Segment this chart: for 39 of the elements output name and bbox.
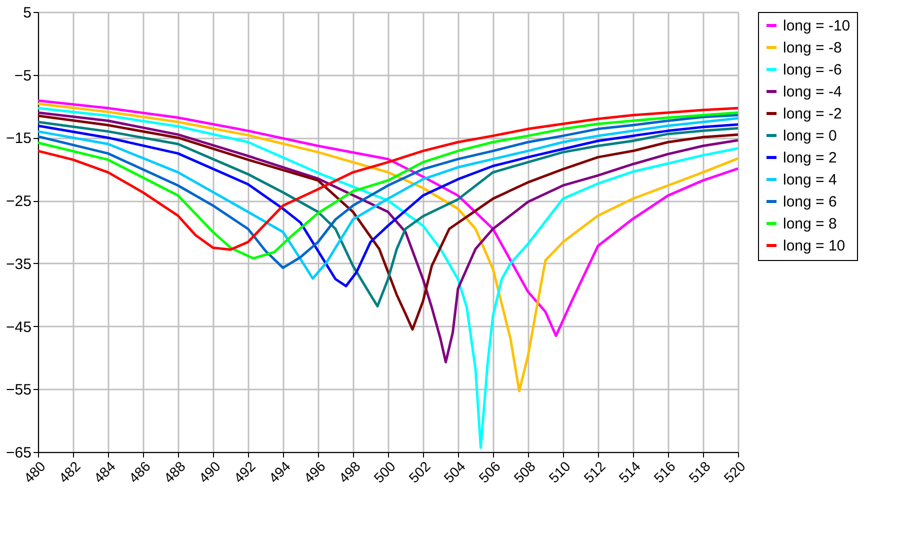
legend-label: long = -4 xyxy=(783,84,842,100)
line-series xyxy=(36,106,740,449)
y-tick-label: 5 xyxy=(23,4,32,22)
legend-label: long = -8 xyxy=(783,40,842,56)
x-tick-label: 510 xyxy=(546,458,574,486)
x-tick-label: 484 xyxy=(90,458,119,486)
x-tick-label: 506 xyxy=(476,458,504,486)
x-tick-label: 516 xyxy=(650,458,679,486)
x-tick-label: 492 xyxy=(230,458,259,486)
x-tick-label: 508 xyxy=(510,458,539,486)
x-tick-label: 498 xyxy=(336,458,364,486)
y-tick-label: −15 xyxy=(6,130,32,148)
legend-label: long = 0 xyxy=(783,128,837,144)
legend-label: long = -10 xyxy=(783,18,850,34)
x-tick-label: 500 xyxy=(370,458,399,486)
y-tick-label: −35 xyxy=(6,256,32,273)
legend-label: long = 2 xyxy=(783,150,837,166)
x-tick-label: 514 xyxy=(616,458,644,486)
y-tick-label: −25 xyxy=(6,193,32,210)
y-tick-label: −55 xyxy=(6,382,32,399)
legend-label: long = -6 xyxy=(783,62,842,78)
x-tick-label: 494 xyxy=(266,458,294,486)
x-tick-label: 490 xyxy=(196,458,224,486)
x-tick-label: 520 xyxy=(720,458,749,486)
x-tick-label: 482 xyxy=(56,458,84,486)
legend-label: long = -2 xyxy=(783,106,842,122)
x-tick-label: 502 xyxy=(406,458,434,486)
y-tick-label: −5 xyxy=(14,67,32,84)
x-tick-label: 486 xyxy=(126,458,154,486)
legend-label: long = 10 xyxy=(783,238,846,254)
x-tick-label: 496 xyxy=(300,458,329,486)
y-tick-label: −45 xyxy=(6,318,32,336)
x-tick-label: 512 xyxy=(580,458,609,486)
x-tick-label: 518 xyxy=(686,458,714,486)
legend-label: long = 6 xyxy=(783,194,837,210)
x-tick-label: 504 xyxy=(440,458,469,486)
legend-label: long = 4 xyxy=(783,172,837,188)
legend-label: long = 8 xyxy=(783,216,837,232)
x-tick-label: 488 xyxy=(160,458,189,486)
